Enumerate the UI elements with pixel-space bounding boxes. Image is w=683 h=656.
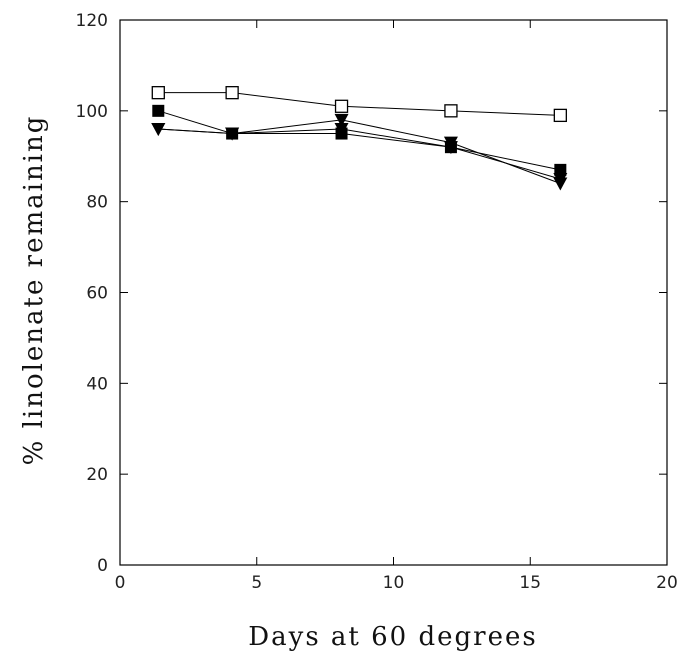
- axes: 0 5 10 15 20 0 20 40 60 80 100 120: [76, 11, 678, 593]
- series-1: [151, 86, 567, 123]
- data-point-filled-triangle: [334, 113, 349, 127]
- y-tick-label: 20: [86, 465, 108, 485]
- data-point-filled-square: [152, 104, 165, 117]
- y-tick-label: 80: [86, 193, 108, 213]
- x-axis-title: Days at 60 degrees: [248, 622, 537, 652]
- y-tick-label: 120: [76, 11, 108, 31]
- series-line: [158, 128, 561, 180]
- data-point-filled-triangle: [443, 141, 458, 155]
- data-point-open-square: [553, 108, 567, 123]
- y-tick-label: 40: [86, 374, 108, 394]
- series-layer: [151, 86, 568, 191]
- data-point-filled-square: [554, 163, 567, 176]
- y-axis-title: % linolenate remaining: [19, 115, 49, 466]
- y-tick-label: 0: [97, 556, 108, 576]
- series-3: [151, 113, 568, 191]
- x-tick-label: 5: [251, 573, 262, 593]
- series-2: [152, 104, 567, 176]
- data-point-filled-triangle: [553, 172, 568, 186]
- x-tick-label: 20: [656, 573, 678, 593]
- data-point-open-square: [334, 99, 349, 113]
- data-point-filled-triangle: [334, 123, 349, 136]
- data-point-filled-triangle: [225, 127, 240, 141]
- data-point-open-square: [444, 104, 458, 118]
- data-point-open-square: [225, 86, 239, 100]
- series-line: [158, 92, 561, 116]
- series-4: [151, 123, 568, 186]
- plot-frame: [119, 19, 668, 566]
- x-tick-label: 10: [383, 573, 405, 593]
- x-tick-label: 0: [115, 573, 126, 593]
- data-point-open-square: [151, 86, 165, 100]
- y-tick-label: 100: [76, 102, 108, 122]
- x-tick-label: 15: [519, 573, 541, 593]
- y-tick-label: 60: [86, 284, 108, 304]
- data-point-filled-triangle: [151, 123, 166, 136]
